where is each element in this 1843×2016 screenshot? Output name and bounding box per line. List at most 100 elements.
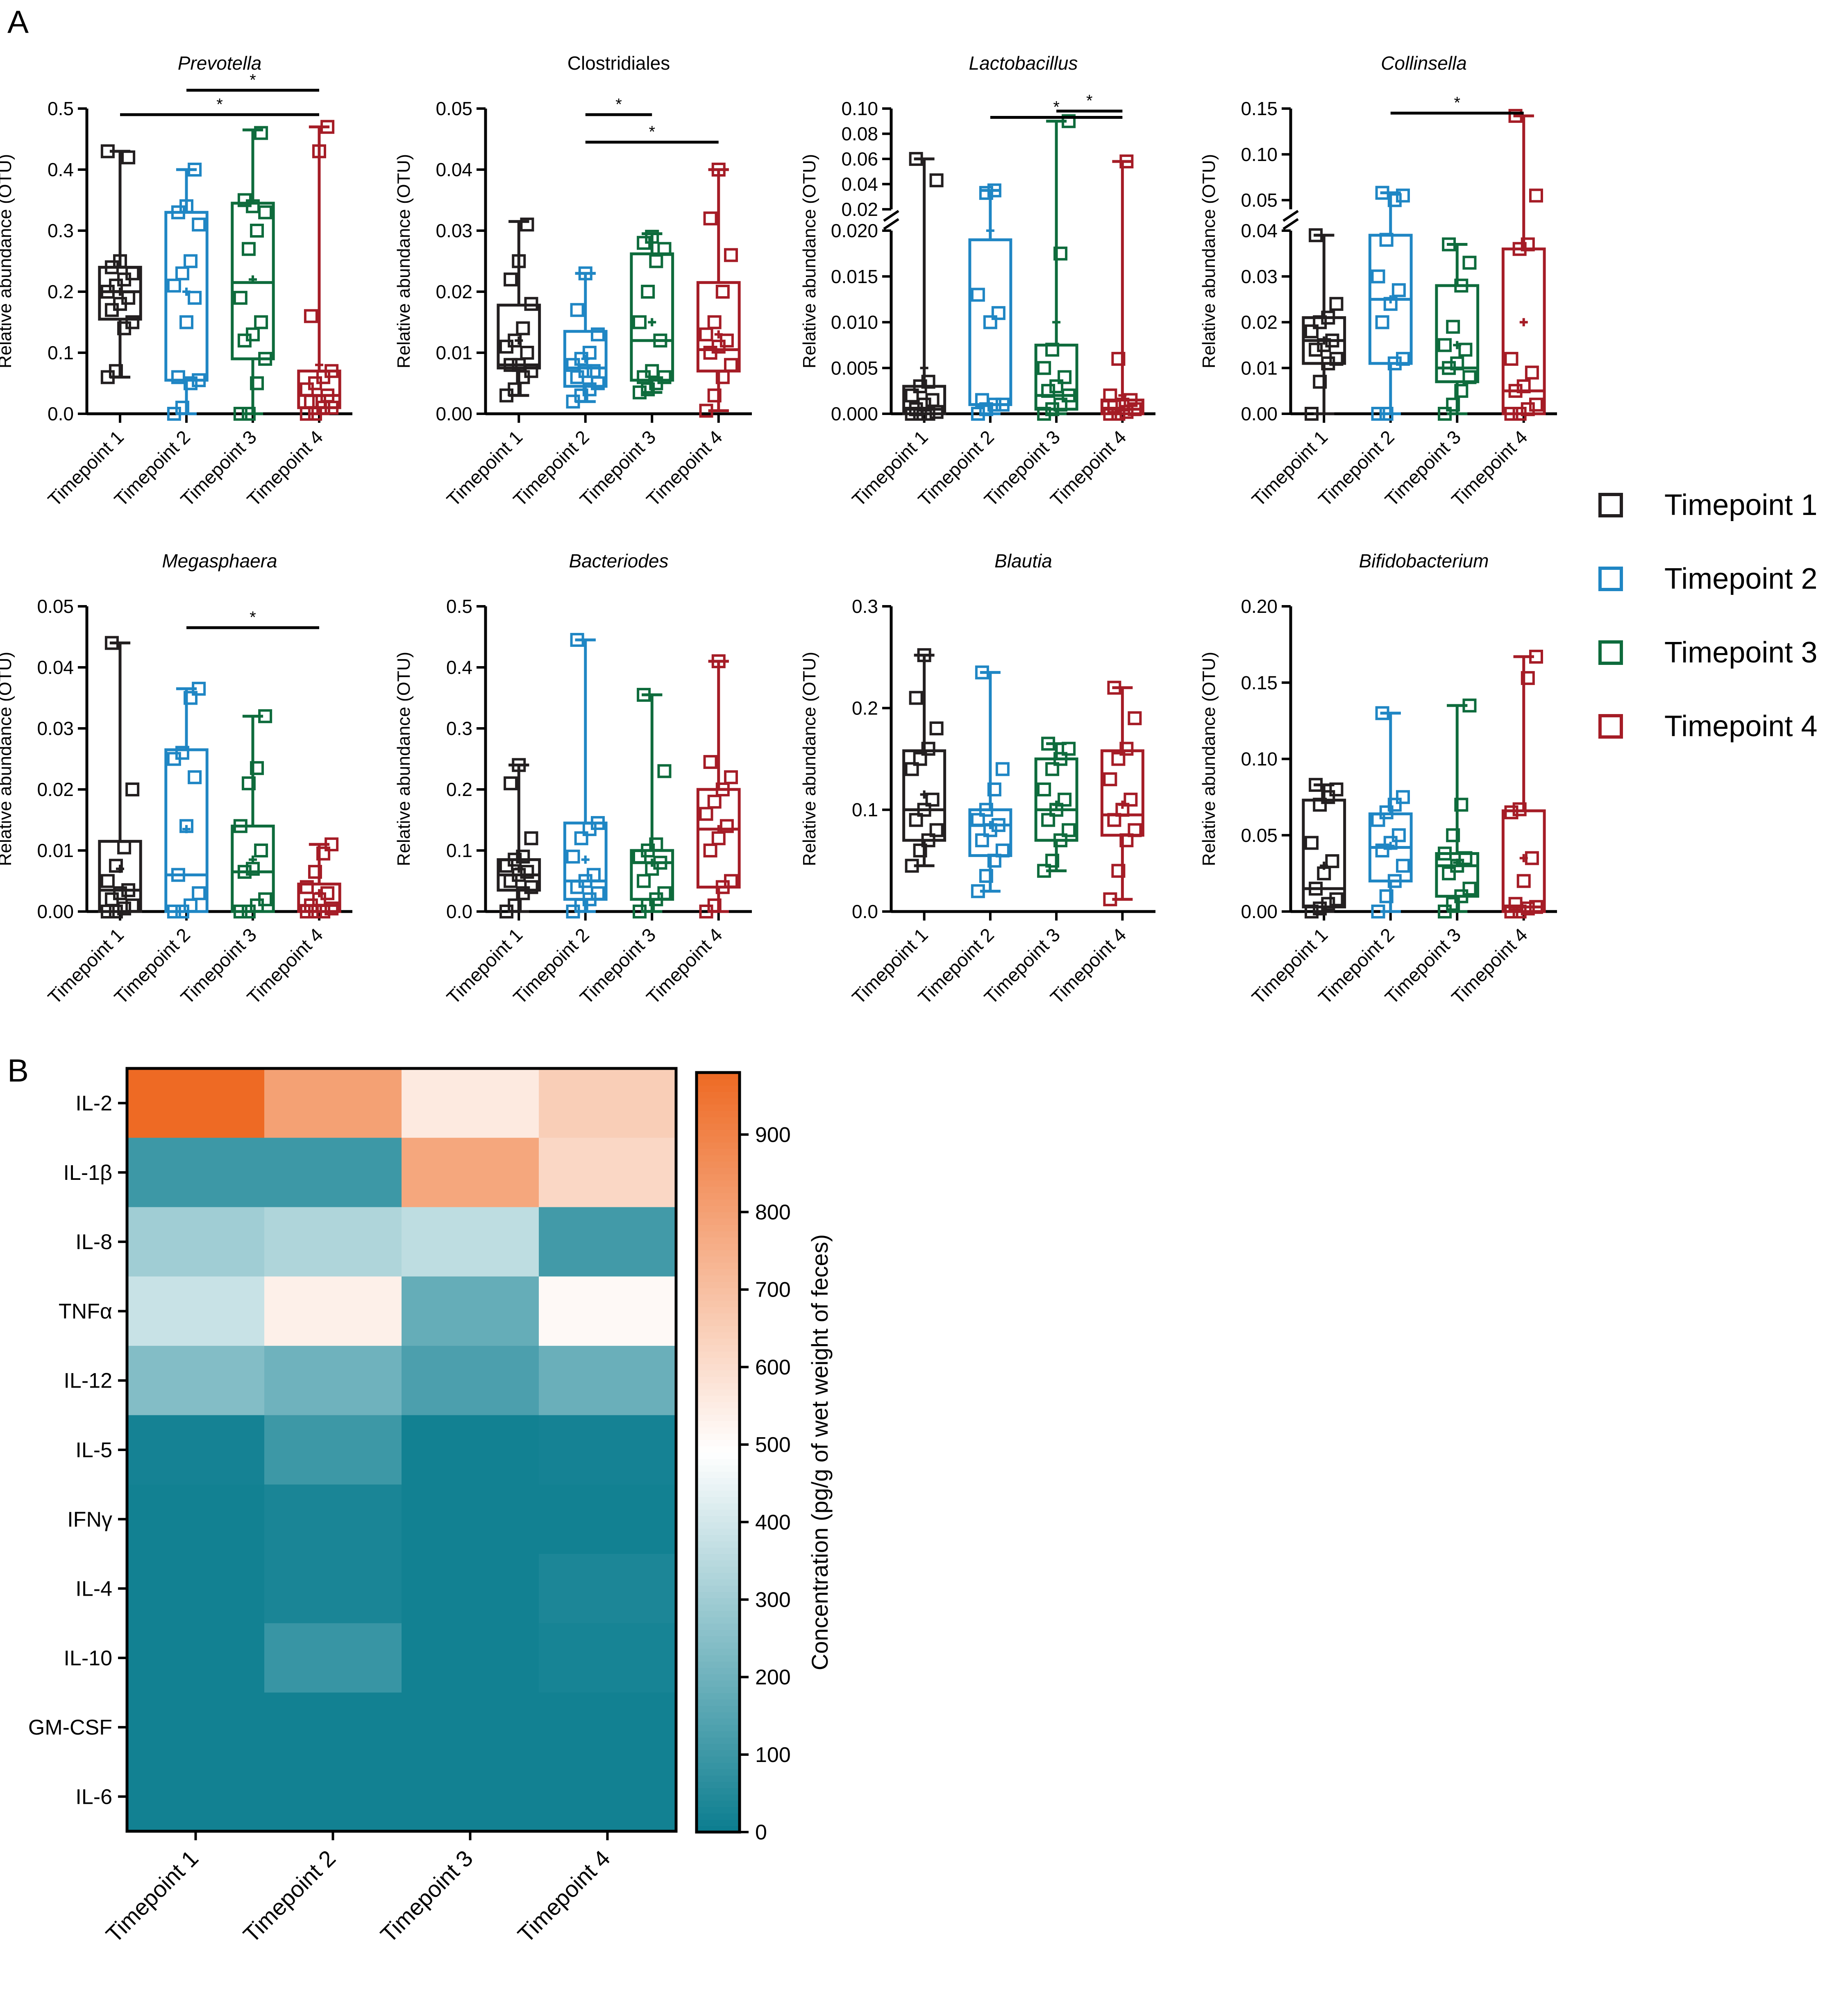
box-series-3: [1435, 237, 1480, 421]
colorbar-gradient-step: [697, 1509, 740, 1516]
colorbar-gradient-step: [697, 1813, 740, 1820]
colorbar-gradient-step: [697, 1553, 740, 1560]
y-tick-label: 0.02: [37, 779, 74, 800]
box-series-4: [1501, 649, 1546, 918]
data-point: [175, 746, 189, 760]
boxplot-panel-1: 0.0 0.1 0.2 0.3 0.4 0.5 Prevotella Relative abu…: [0, 52, 352, 510]
data-point: [109, 364, 123, 378]
data-point: [312, 144, 326, 159]
boxplot-panel-4: 0.00 0.01 0.02 0.03 0.04 0.05 0.10 0.15 Collinse…: [1199, 52, 1557, 510]
colorbar-gradient-step: [697, 1256, 740, 1263]
y-tick-label: 0.03: [37, 718, 74, 739]
chart-title: Collinsella: [1381, 52, 1467, 74]
legend-label: Timepoint 4: [1664, 710, 1818, 743]
axis-break-mark: [883, 218, 899, 230]
colorbar-gradient-step: [697, 1515, 740, 1522]
y-tick-label: 0.00: [1241, 901, 1278, 922]
data-point: [100, 144, 115, 159]
data-point: [1103, 892, 1117, 907]
legend-swatch: [1598, 640, 1623, 665]
colorbar-gradient-step: [697, 1585, 740, 1592]
colorbar-gradient-step: [697, 1680, 740, 1687]
colorbar-gradient-step: [697, 1211, 740, 1219]
column-label: Timepoint 2: [238, 1845, 340, 1948]
colorbar-tick-label: 600: [755, 1356, 791, 1379]
heatmap-cell: [127, 1415, 265, 1485]
data-point: [991, 818, 1005, 832]
data-point: [1375, 315, 1389, 329]
box-iqr: [696, 788, 741, 889]
colorbar-gradient-step: [697, 1572, 740, 1579]
data-point: [925, 393, 940, 407]
row-label: IL-10: [64, 1646, 112, 1670]
y-tick-label: 0.15: [1241, 98, 1278, 119]
colorbar-gradient-step: [697, 1477, 740, 1485]
colorbar-gradient-step: [697, 1104, 740, 1111]
y-tick-label: 0.2: [48, 281, 74, 302]
box-series-4: [1100, 680, 1144, 907]
data-point: [1458, 851, 1473, 865]
data-point: [508, 853, 522, 867]
data-point: [1062, 114, 1076, 128]
y-tick-label: 0.20: [1241, 596, 1278, 617]
data-point: [241, 242, 256, 256]
colorbar-gradient-step: [697, 1610, 740, 1617]
data-point: [641, 285, 655, 299]
y-tick-label: 0.05: [1241, 190, 1278, 211]
box-series-2: [563, 266, 608, 409]
heatmap-cell: [539, 1484, 676, 1554]
heatmap-cell: [539, 1207, 676, 1277]
data-point: [241, 407, 256, 421]
y-tick-label: 0.2: [446, 779, 472, 800]
data-point: [1521, 237, 1535, 252]
y-tick-label: 0.005: [831, 357, 878, 379]
data-point: [1462, 256, 1477, 270]
data-point: [929, 823, 944, 837]
y-tick-label: 0.04: [436, 159, 472, 180]
data-point: [300, 880, 314, 894]
colorbar-gradient-step: [697, 1389, 740, 1396]
data-point: [167, 279, 181, 293]
data-point: [1103, 388, 1117, 403]
colorbar-gradient-step: [697, 1750, 740, 1757]
box-series-3: [1034, 737, 1078, 878]
data-point: [1041, 737, 1055, 751]
colorbar-gradient-step: [697, 1231, 740, 1238]
colorbar-gradient-step: [697, 1655, 740, 1662]
row-label: IL-2: [75, 1092, 112, 1116]
colorbar-gradient-step: [697, 1306, 740, 1314]
heatmap-cell: [127, 1346, 265, 1415]
data-point: [711, 654, 726, 669]
colorbar-gradient-step: [697, 1490, 740, 1497]
data-point: [1111, 351, 1126, 366]
data-point: [1305, 836, 1319, 850]
colorbar-tick-label: 900: [755, 1123, 791, 1147]
heatmap-cell: [402, 1207, 539, 1277]
colorbar-gradient-step: [697, 1807, 740, 1814]
data-point: [1053, 397, 1068, 412]
data-point: [979, 869, 993, 883]
colorbar-gradient-step: [697, 1440, 740, 1447]
colorbar-gradient-step: [697, 1243, 740, 1250]
data-point: [645, 364, 659, 378]
data-point: [1379, 889, 1394, 903]
row-label: IL-12: [64, 1369, 112, 1393]
data-point: [1375, 186, 1389, 200]
box-series-3: [630, 688, 674, 918]
colorbar-gradient-step: [697, 1636, 740, 1643]
colorbar-gradient-step: [697, 1458, 740, 1465]
data-point: [184, 691, 198, 705]
column-label: Timepoint 4: [513, 1845, 615, 1948]
data-point: [657, 242, 672, 256]
y-tick-label: 0.10: [1241, 748, 1278, 770]
colorbar-gradient-step: [697, 1148, 740, 1155]
data-point: [1387, 798, 1402, 812]
colorbar-tick-label: 700: [755, 1278, 791, 1302]
data-point: [504, 358, 518, 372]
boxplot-panels: 0.0 0.1 0.2 0.3 0.4 0.5 Prevotella Relative abu…: [0, 52, 1557, 1008]
data-point: [258, 351, 272, 366]
row-label: IL-6: [75, 1785, 112, 1809]
data-point: [653, 855, 667, 870]
data-point: [250, 376, 264, 390]
data-point: [921, 833, 935, 848]
